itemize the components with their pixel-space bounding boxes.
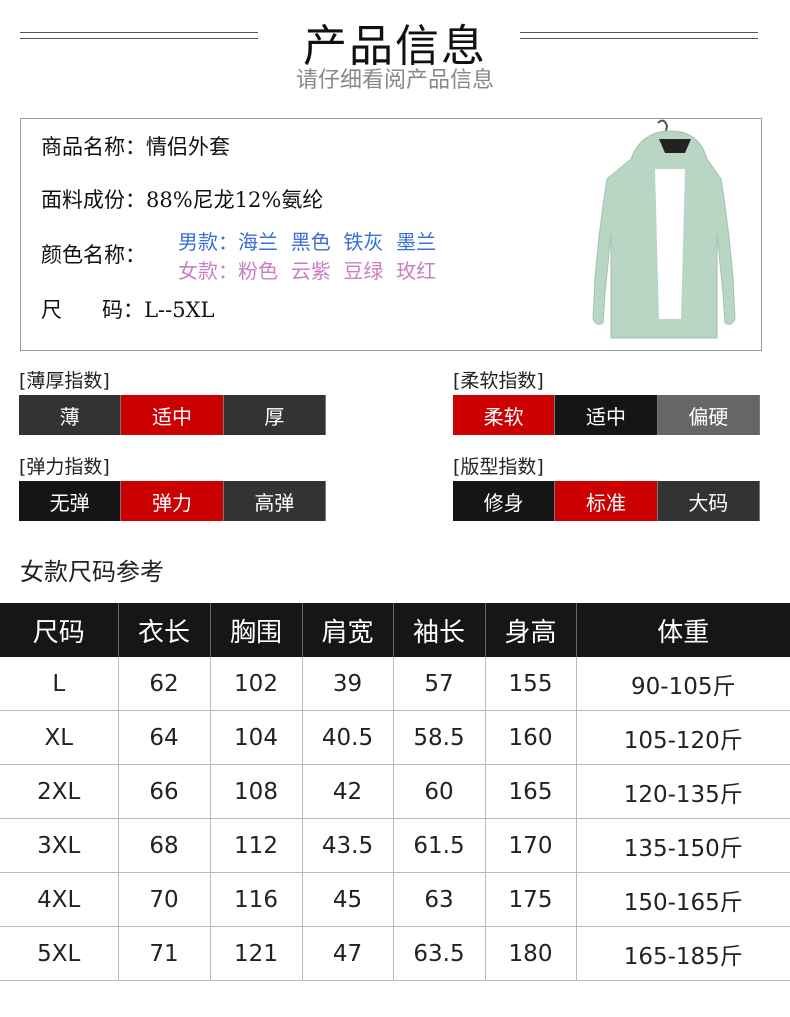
table-cell: XL <box>0 710 118 765</box>
table-cell: 60 <box>392 764 485 819</box>
table-cell: 63 <box>392 872 485 927</box>
table-cell: 116 <box>209 872 302 927</box>
table-cell: 108 <box>209 764 302 819</box>
index-option: 偏硬 <box>657 395 760 435</box>
divider-left <box>20 32 258 39</box>
table-row: XL 64 104 40.5 58.5 160 105-120斤 <box>0 710 790 765</box>
table-cell: 39 <box>301 657 393 711</box>
jacket-image <box>592 119 736 339</box>
size-row: 尺 码：L--5XL <box>41 294 214 324</box>
table-cell: 63.5 <box>392 926 485 981</box>
name-label: 商品名称： <box>41 135 146 159</box>
table-cell: 61.5 <box>392 818 485 873</box>
table-cell: 105-120斤 <box>575 710 790 765</box>
table-cell: 180 <box>484 926 576 981</box>
table-cell: 170 <box>484 818 576 873</box>
index-label: [版型指数] <box>453 456 544 478</box>
column-header: 胸围 <box>209 603 302 657</box>
fabric-value: 88%尼龙12%氨纶 <box>146 188 324 212</box>
table-cell: 2XL <box>0 764 118 819</box>
divider-right <box>520 32 758 39</box>
size-table-title: 女款尺码参考 <box>20 558 164 586</box>
table-cell: 62 <box>117 657 210 711</box>
men-colors: 男款：海兰 黑色 铁灰 墨兰 <box>178 230 437 254</box>
table-cell: 40.5 <box>301 710 393 765</box>
column-header: 衣长 <box>117 603 210 657</box>
table-cell: 57 <box>392 657 485 711</box>
product-info-box: 商品名称：情侣外套 面料成份：88%尼龙12%氨纶 颜色名称： 男款：海兰 黑色… <box>20 118 762 351</box>
size-value: L--5XL <box>144 298 215 322</box>
table-cell: 58.5 <box>392 710 485 765</box>
column-header: 尺码 <box>0 603 118 657</box>
table-row: 2XL 66 108 42 60 165 120-135斤 <box>0 764 790 819</box>
size-label: 尺 码： <box>41 298 145 322</box>
table-cell: 90-105斤 <box>575 657 790 711</box>
table-cell: 47 <box>301 926 393 981</box>
index-option: 厚 <box>223 395 326 435</box>
table-row: 4XL 70 116 45 63 175 150-165斤 <box>0 872 790 927</box>
column-header: 袖长 <box>392 603 485 657</box>
index-option: 大码 <box>657 481 760 521</box>
index-option: 薄 <box>19 395 122 435</box>
column-header: 体重 <box>575 603 790 657</box>
index-bar: 柔软 适中 偏硬 <box>453 395 760 435</box>
table-cell: 165 <box>484 764 576 819</box>
table-cell: 121 <box>209 926 302 981</box>
index-option: 修身 <box>453 481 556 521</box>
table-cell: 165-185斤 <box>575 926 790 981</box>
index-option-selected: 适中 <box>121 395 224 435</box>
column-header: 肩宽 <box>301 603 393 657</box>
table-cell: 112 <box>209 818 302 873</box>
index-option-selected: 柔软 <box>453 395 556 435</box>
table-cell: 68 <box>117 818 210 873</box>
women-colors: 女款：粉色 云紫 豆绿 玫红 <box>178 259 437 283</box>
fabric-label: 面料成份： <box>41 188 146 212</box>
index-option: 适中 <box>555 395 658 435</box>
index-option-selected: 弹力 <box>121 481 224 521</box>
page-subtitle: 请仔细看阅产品信息 <box>295 68 494 93</box>
name-value: 情侣外套 <box>146 135 230 159</box>
table-row: L 62 102 39 57 155 90-105斤 <box>0 657 790 711</box>
table-cell: 150-165斤 <box>575 872 790 927</box>
table-cell: 66 <box>117 764 210 819</box>
table-cell: 4XL <box>0 872 118 927</box>
table-cell: 135-150斤 <box>575 818 790 873</box>
fabric-row: 面料成份：88%尼龙12%氨纶 <box>41 184 323 214</box>
table-cell: 43.5 <box>301 818 393 873</box>
index-option-selected: 标准 <box>555 481 658 521</box>
table-cell: 45 <box>301 872 393 927</box>
page-title: 产品信息 <box>303 21 487 72</box>
table-header-row: 尺码 衣长 胸围 肩宽 袖长 身高 体重 <box>0 603 790 657</box>
table-row: 3XL 68 112 43.5 61.5 170 135-150斤 <box>0 818 790 873</box>
table-cell: 42 <box>301 764 393 819</box>
size-table: 尺码 衣长 胸围 肩宽 袖长 身高 体重 L 62 102 39 57 155 90-105斤 XL 64 1… <box>0 603 790 981</box>
column-header: 身高 <box>484 603 576 657</box>
table-cell: 160 <box>484 710 576 765</box>
index-label: [柔软指数] <box>453 370 544 392</box>
table-cell: 5XL <box>0 926 118 981</box>
table-cell: 155 <box>484 657 576 711</box>
table-cell: 3XL <box>0 818 118 873</box>
table-cell: L <box>0 657 118 711</box>
table-cell: 104 <box>209 710 302 765</box>
table-cell: 70 <box>117 872 210 927</box>
index-bar: 薄适中厚 <box>19 395 326 435</box>
table-cell: 175 <box>484 872 576 927</box>
table-row: 5XL 71 121 47 63.5 180 165-185斤 <box>0 926 790 981</box>
table-cell: 71 <box>117 926 210 981</box>
color-label: 颜色名称： <box>41 243 146 267</box>
index-option: 无弹 <box>19 481 122 521</box>
table-cell: 120-135斤 <box>575 764 790 819</box>
index-bar: 修身 标准 大码 <box>453 481 760 521</box>
index-bar: 无弹 弹力 高弹 <box>19 481 326 521</box>
index-label: [薄厚指数] <box>19 370 110 392</box>
index-option: 高弹 <box>223 481 326 521</box>
index-label: [弹力指数] <box>19 456 110 478</box>
product-name-row: 商品名称：情侣外套 <box>41 131 230 161</box>
table-cell: 64 <box>117 710 210 765</box>
table-cell: 102 <box>209 657 302 711</box>
